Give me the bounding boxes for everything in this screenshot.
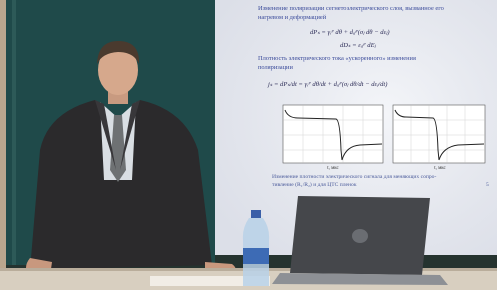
plot-frame — [283, 105, 383, 163]
plot-x-label: t, мкс — [327, 166, 339, 171]
laptop-logo — [352, 229, 368, 243]
slide-caption: тивление (R₁/R₂) и для ЦТС пленок — [272, 181, 357, 188]
formula: dDₛ = εᵢⱼᴾ dEⱼ — [340, 42, 377, 49]
board-edge — [12, 0, 16, 265]
scene: Изменение поляризации сегнетоэлектрическ… — [0, 0, 497, 290]
slide-heading: нагревом и деформацией — [258, 14, 327, 21]
plot-frame — [393, 105, 485, 163]
laptop-base — [272, 273, 448, 285]
page-number: 5 — [486, 182, 489, 188]
slide-caption: Изменение плотности электрического сигна… — [272, 174, 436, 180]
slide-paragraph: Плотность электрического тока «ускоренно… — [258, 55, 416, 62]
bottle-cap — [251, 210, 261, 218]
bottle-label — [243, 248, 269, 264]
plot-left: t, мкс — [283, 105, 383, 171]
page: {"slide": { "heading_lines": ["Изменение… — [0, 0, 497, 290]
wall-edge — [0, 0, 6, 290]
formula: dPₛ = γᵢᴾ dθ + dᵢⱼᴾ(σⱼ dθ − dεⱼ) — [310, 29, 390, 36]
slide-paragraph: поляризации — [258, 64, 293, 71]
slide-heading: Изменение поляризации сегнетоэлектрическ… — [258, 5, 444, 12]
plot-right: t, мкс — [393, 105, 485, 171]
plot-x-label: t, мкс — [434, 166, 446, 171]
laptop — [272, 196, 448, 285]
formula: jₛ = dPₛ/dt = γᵢᴾ dθ/dt + dᵢⱼᴾ(σⱼ dθ/dt … — [267, 81, 387, 88]
